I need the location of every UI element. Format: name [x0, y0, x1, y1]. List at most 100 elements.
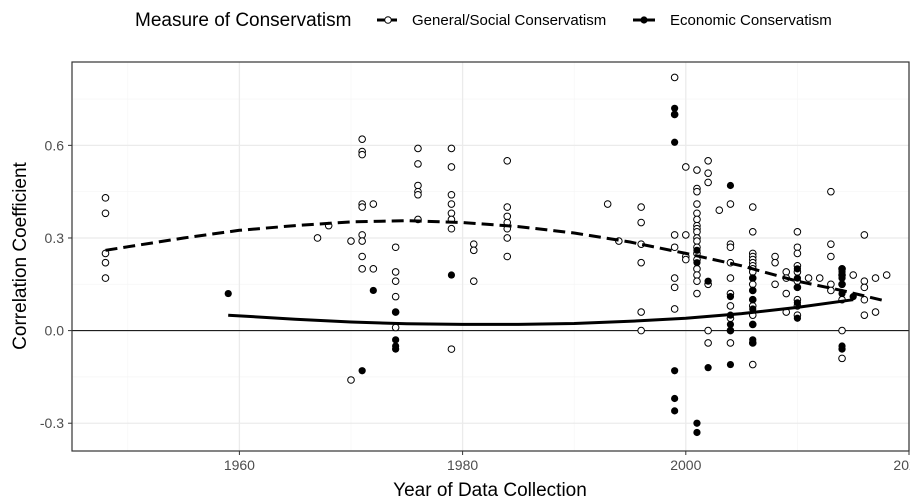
point-social [693, 200, 701, 208]
legend: Measure of Conservatism General/Social C… [135, 10, 832, 31]
point-economic [726, 293, 735, 301]
point-social [748, 280, 757, 289]
point-social [782, 289, 791, 298]
point-economic [693, 428, 701, 437]
point-social [637, 308, 645, 316]
point-social [682, 231, 690, 239]
point-social [503, 203, 512, 211]
y-tick-label: 0.6 [45, 137, 65, 153]
point-social [693, 209, 701, 218]
point-social [670, 305, 679, 313]
point-economic [749, 320, 757, 329]
point-social [882, 271, 891, 279]
point-social [603, 200, 612, 208]
point-economic [358, 367, 366, 375]
point-social [391, 243, 400, 252]
panel-border [71, 61, 910, 452]
point-economic [749, 286, 757, 295]
point-economic [726, 320, 735, 329]
point-economic [224, 289, 232, 298]
legend-key-economic-marker [640, 16, 648, 24]
point-social [670, 231, 679, 239]
point-economic [392, 336, 400, 344]
legend-key-social-marker [384, 16, 392, 24]
trend-line-economic [228, 298, 854, 326]
point-social [748, 360, 757, 369]
point-social [682, 163, 690, 171]
point-social [101, 274, 110, 282]
point-social [447, 224, 456, 233]
point-social [469, 246, 478, 255]
point-economic [447, 271, 456, 279]
point-social [358, 265, 366, 273]
point-economic [838, 280, 846, 288]
point-social [391, 277, 400, 285]
point-social [358, 231, 366, 239]
point-social [860, 231, 869, 239]
point-social [804, 274, 813, 282]
point-social [693, 237, 701, 245]
point-social [693, 166, 701, 174]
point-social [838, 354, 846, 363]
point-economic [838, 274, 846, 282]
point-social [414, 144, 422, 153]
point-social [670, 243, 679, 252]
point-social [503, 212, 512, 221]
y-tick-label: -0.3 [40, 415, 64, 431]
point-economic [749, 339, 757, 347]
point-economic [671, 394, 679, 403]
point-social [726, 200, 735, 208]
panel-background [72, 62, 909, 451]
point-social [849, 271, 858, 279]
point-social [860, 277, 869, 285]
point-social [101, 209, 110, 218]
point-social [748, 203, 757, 211]
point-social [358, 135, 366, 143]
point-social [815, 274, 824, 282]
point-social [414, 181, 422, 190]
point-social [838, 326, 846, 335]
point-economic [704, 277, 712, 285]
point-social [771, 258, 779, 267]
point-social [670, 283, 679, 292]
point-social [693, 277, 701, 285]
point-social [358, 203, 366, 211]
points-social [101, 73, 891, 384]
point-social [503, 234, 512, 242]
point-social [358, 150, 366, 159]
point-economic [793, 274, 802, 282]
point-social [447, 190, 456, 199]
point-social [637, 326, 645, 335]
plot-panel [71, 61, 910, 452]
point-economic [671, 367, 679, 375]
point-social [693, 265, 701, 273]
point-economic [793, 283, 802, 291]
point-economic [793, 314, 802, 322]
point-economic [392, 345, 400, 353]
point-social [693, 271, 701, 279]
y-tick-label: 0.3 [45, 230, 65, 246]
point-social [503, 252, 512, 261]
point-social [793, 243, 802, 252]
point-social [447, 163, 456, 171]
point-social [670, 73, 679, 82]
legend-title: Measure of Conservatism [135, 10, 351, 31]
point-social [693, 289, 701, 298]
point-social [347, 376, 355, 384]
point-social [827, 252, 835, 261]
point-social [871, 274, 880, 282]
trend-line-social [105, 219, 888, 303]
point-social [871, 308, 880, 316]
point-social [637, 258, 645, 267]
point-social [748, 228, 757, 236]
point-social [704, 326, 712, 335]
point-social [358, 237, 366, 245]
x-tick-label: 2000 [670, 457, 701, 473]
legend-label-social: General/Social Conservatism [412, 12, 606, 29]
x-axis: 1960 1980 2000 2020 [224, 451, 910, 473]
point-social [726, 274, 735, 282]
point-economic [671, 407, 679, 415]
point-social [726, 302, 735, 310]
point-social [347, 237, 355, 245]
point-social [391, 323, 400, 332]
